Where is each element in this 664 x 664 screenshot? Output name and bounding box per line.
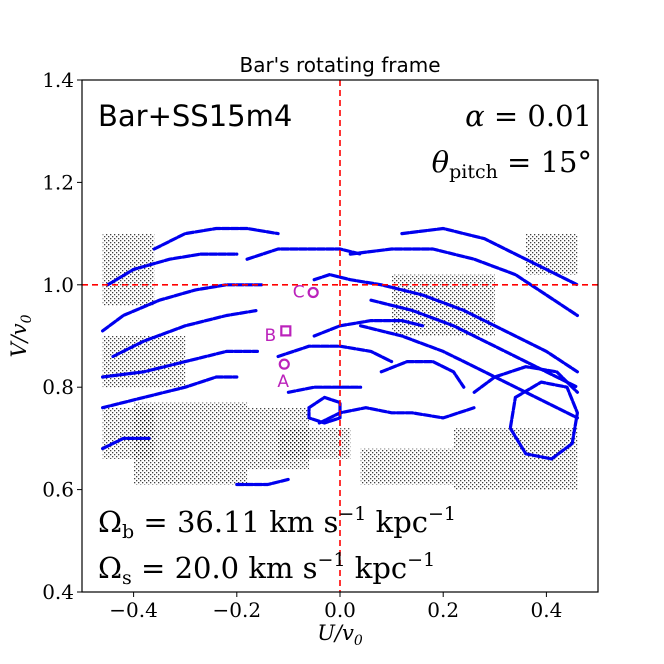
y-axis-label: V/v0 bbox=[7, 314, 35, 357]
marker-label-b: B bbox=[265, 326, 277, 346]
star-markers: A B C bbox=[265, 282, 319, 392]
marker-a bbox=[278, 358, 290, 370]
y-tick-label-1: 0.6 bbox=[42, 478, 74, 502]
model-label: Bar+SS15m4 bbox=[98, 99, 292, 133]
stream-curve-18 bbox=[472, 365, 580, 394]
bar-pattern-speed: Ωb = 36.11 km s−1 kpc−1 bbox=[98, 503, 456, 543]
stream-curve-2 bbox=[152, 226, 280, 251]
x-tick-label-0: −0.4 bbox=[109, 598, 158, 622]
stream-curve-11 bbox=[359, 324, 580, 420]
stream-curve-5 bbox=[100, 349, 259, 379]
stream-curve-20 bbox=[100, 436, 151, 451]
x-tick-label-2: 0.0 bbox=[324, 598, 356, 622]
x-axis-label: U/v0 bbox=[317, 621, 363, 649]
resonant-stream-curves bbox=[100, 226, 580, 487]
reference-lines bbox=[82, 80, 598, 592]
spiral-pattern-speed: Ωs = 20.0 km s−1 kpc−1 bbox=[98, 549, 435, 589]
x-tick-label-3: 0.2 bbox=[427, 598, 459, 622]
plot-area: A B C bbox=[82, 80, 598, 592]
stream-curve-3 bbox=[245, 247, 363, 261]
stream-curve-13 bbox=[276, 344, 394, 364]
marker-label-a: A bbox=[277, 372, 289, 392]
marker-c bbox=[307, 286, 319, 299]
marker-b bbox=[280, 325, 292, 337]
marker-label-c: C bbox=[293, 282, 305, 302]
background-region-3 bbox=[102, 407, 155, 459]
y-tick-label-2: 0.8 bbox=[42, 375, 74, 399]
background-region-8 bbox=[391, 274, 495, 336]
stream-curve-17 bbox=[508, 380, 580, 461]
stream-curve-12 bbox=[312, 319, 425, 338]
y-tick-label-5: 1.4 bbox=[42, 68, 74, 92]
background-region-0 bbox=[102, 233, 155, 306]
stream-curve-6 bbox=[100, 375, 239, 410]
x-tick-label-4: 0.4 bbox=[530, 598, 562, 622]
chart-title: Bar's rotating frame bbox=[239, 53, 440, 77]
stream-curve-15 bbox=[379, 360, 466, 389]
background-region-7 bbox=[102, 336, 186, 388]
stream-curve-7 bbox=[312, 273, 580, 374]
stream-curve-21 bbox=[235, 477, 290, 487]
x-tick-label-1: −0.2 bbox=[213, 598, 262, 622]
stream-curve-8 bbox=[348, 247, 580, 318]
y-tick-label-4: 1.2 bbox=[42, 170, 74, 194]
background-region-6 bbox=[360, 448, 454, 485]
stream-curve-9 bbox=[400, 226, 580, 287]
background-region-9 bbox=[278, 428, 351, 459]
y-tick-label-0: 0.4 bbox=[42, 580, 74, 604]
stream-curve-4 bbox=[111, 308, 259, 359]
stream-curve-16 bbox=[317, 406, 476, 425]
y-tick-label-3: 1.0 bbox=[42, 273, 74, 297]
pitch-annotation: θpitch = 15° bbox=[432, 145, 592, 183]
axis-ticks: −0.4 −0.2 0.0 0.2 0.4 0.4 0.6 0.8 1.0 1.2 1.4 bbox=[42, 68, 562, 622]
background-region-5 bbox=[525, 233, 578, 275]
stream-curve-1 bbox=[106, 252, 239, 287]
alpha-annotation: α = 0.01 bbox=[465, 99, 592, 133]
stream-curve-19 bbox=[307, 395, 342, 425]
stream-curve-14 bbox=[286, 385, 363, 394]
